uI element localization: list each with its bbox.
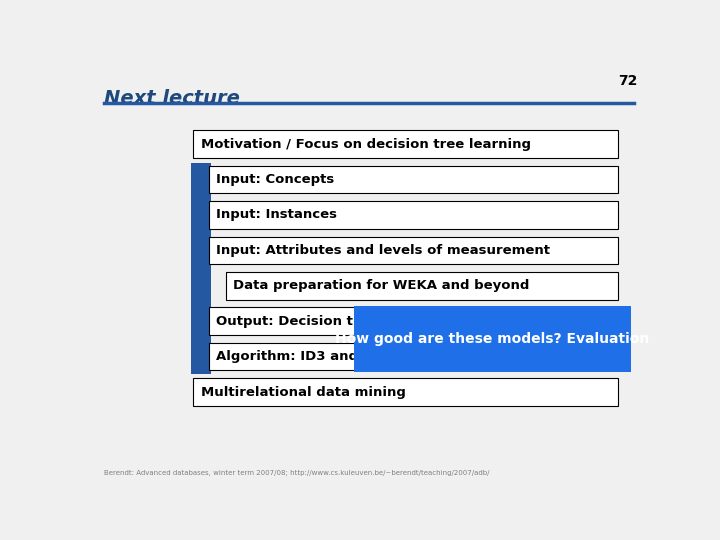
- Text: How good are these models? Evaluation: How good are these models? Evaluation: [335, 332, 649, 346]
- Bar: [193, 378, 618, 406]
- Text: Input: Instances: Input: Instances: [216, 208, 338, 221]
- Bar: [193, 130, 618, 158]
- Text: Motivation / Focus on decision tree learning: Motivation / Focus on decision tree lear…: [201, 138, 531, 151]
- Bar: [225, 272, 618, 300]
- Text: 72: 72: [618, 74, 637, 88]
- Text: Data preparation for WEKA and beyond: Data preparation for WEKA and beyond: [233, 279, 530, 292]
- Text: Algorithm: ID3 and extensions: Algorithm: ID3 and extensions: [216, 350, 444, 363]
- Text: Input: Concepts: Input: Concepts: [216, 173, 335, 186]
- Text: Next lecture: Next lecture: [104, 90, 240, 109]
- Bar: [209, 201, 618, 229]
- Bar: [209, 307, 618, 335]
- Bar: [191, 163, 211, 374]
- Bar: [209, 166, 618, 193]
- Text: Berendt: Advanced databases, winter term 2007/08; http://www.cs.kuleuven.be/~ber: Berendt: Advanced databases, winter term…: [104, 470, 490, 476]
- Bar: [209, 237, 618, 264]
- Bar: [209, 343, 618, 370]
- Text: Multirelational data mining: Multirelational data mining: [201, 386, 405, 399]
- Bar: [354, 306, 631, 372]
- Text: Input: Attributes and levels of measurement: Input: Attributes and levels of measurem…: [216, 244, 550, 257]
- Text: Output: Decision trees (and other classifiers): Output: Decision trees (and other classi…: [216, 315, 556, 328]
